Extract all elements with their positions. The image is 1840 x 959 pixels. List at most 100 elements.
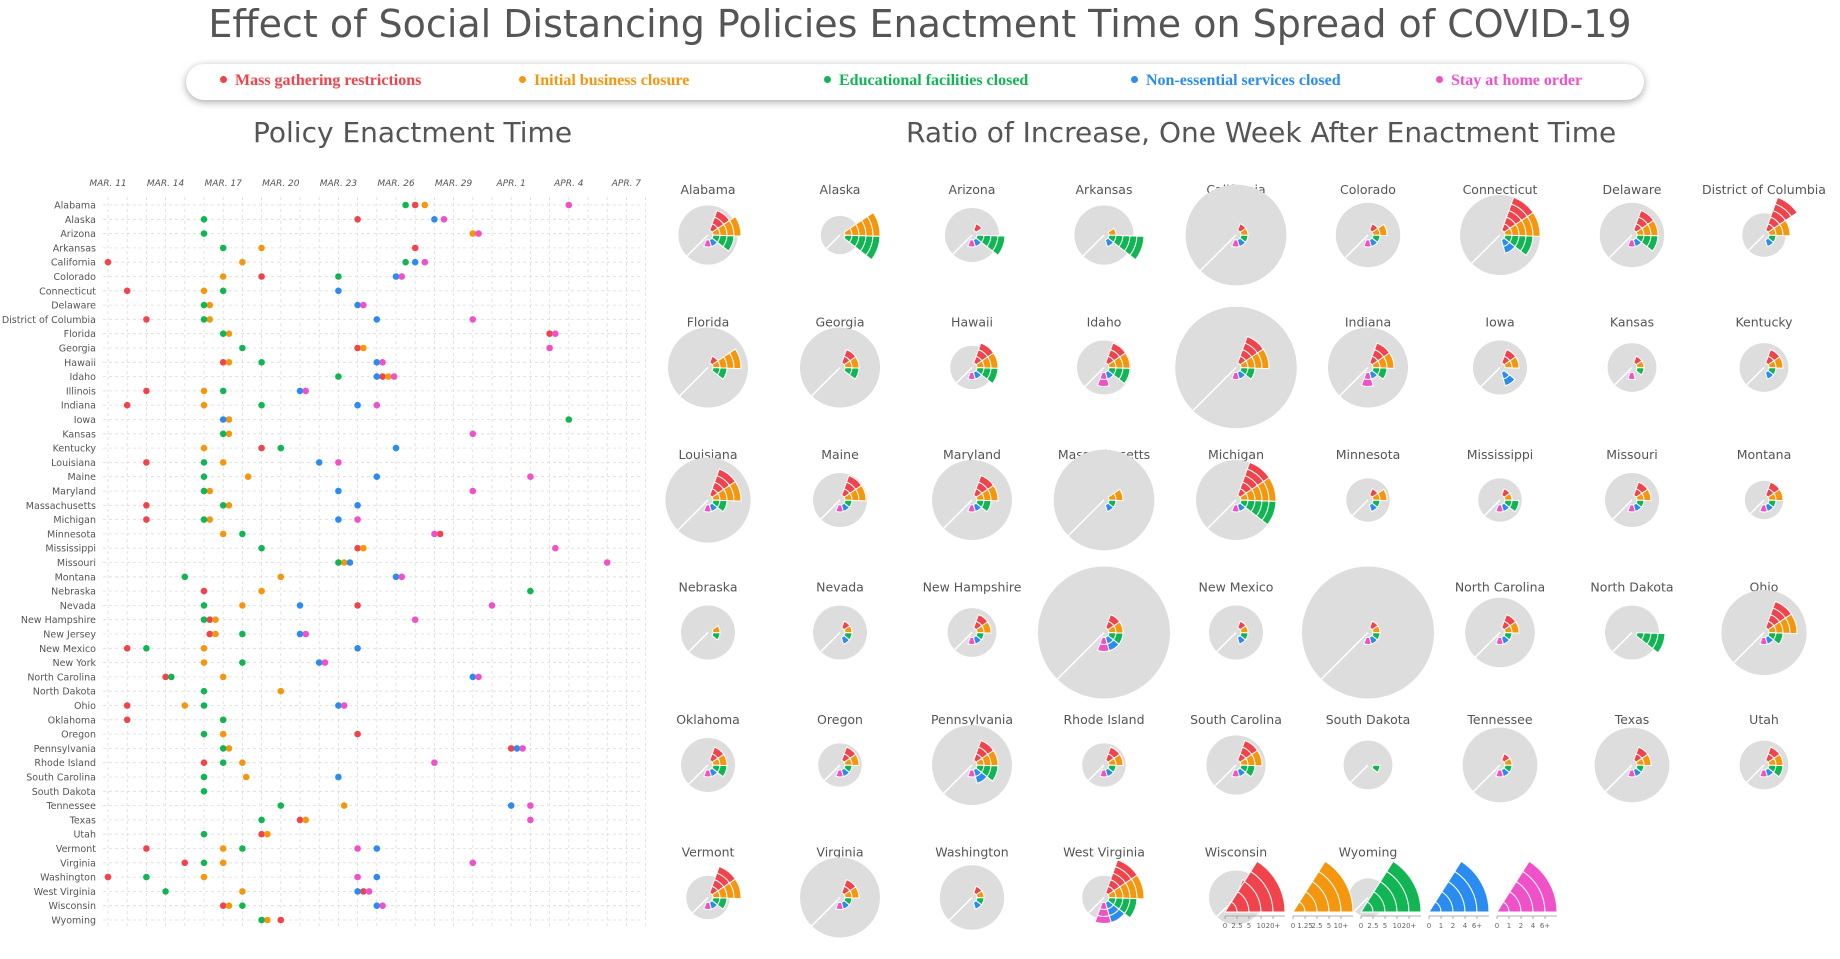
policy-dot[interactable] <box>219 387 227 395</box>
policy-dot[interactable] <box>315 459 323 466</box>
policy-dot[interactable] <box>354 602 361 609</box>
policy-dot[interactable] <box>302 816 310 824</box>
policy-dot[interactable] <box>206 516 214 523</box>
policy-dot[interactable] <box>390 373 398 380</box>
policy-dot[interactable] <box>200 830 208 838</box>
policy-dot[interactable] <box>219 730 227 738</box>
policy-dot[interactable] <box>219 244 227 252</box>
policy-dot[interactable] <box>181 573 189 581</box>
state-radial[interactable]: Oklahoma <box>676 712 740 792</box>
policy-dot[interactable] <box>200 788 208 795</box>
legend-item-educational[interactable]: Educational facilities closed <box>824 72 1028 90</box>
policy-dot[interactable] <box>335 487 342 495</box>
policy-dot[interactable] <box>411 201 419 209</box>
policy-dot[interactable] <box>469 230 477 237</box>
state-radial[interactable]: Arizona <box>945 182 1006 262</box>
policy-dot[interactable] <box>527 816 534 824</box>
policy-dot[interactable] <box>373 845 381 852</box>
policy-dot[interactable] <box>392 444 400 452</box>
policy-dot[interactable] <box>200 773 208 781</box>
state-radial[interactable]: Illinois <box>1175 306 1297 429</box>
policy-dot[interactable] <box>143 316 150 323</box>
policy-dot[interactable] <box>200 602 208 609</box>
policy-dot[interactable] <box>206 487 214 495</box>
legend-item-business-closure[interactable]: Initial business closure <box>519 72 689 90</box>
policy-dot[interactable] <box>212 616 219 623</box>
policy-dot[interactable] <box>546 330 553 337</box>
state-radial[interactable]: Missouri <box>1605 447 1659 527</box>
policy-dot[interactable] <box>239 630 246 638</box>
policy-dot[interactable] <box>402 258 409 266</box>
policy-dot[interactable] <box>162 888 169 895</box>
policy-dot[interactable] <box>225 902 233 909</box>
policy-dot[interactable] <box>200 616 208 623</box>
policy-dot[interactable] <box>277 687 285 695</box>
policy-dot[interactable] <box>398 573 406 581</box>
policy-dot[interactable] <box>123 716 131 724</box>
policy-dot[interactable] <box>527 473 534 481</box>
policy-dot[interactable] <box>219 430 227 438</box>
policy-dot[interactable] <box>431 530 438 538</box>
policy-dot[interactable] <box>411 258 419 266</box>
state-radial[interactable]: Tennessee <box>1462 712 1538 803</box>
policy-dot[interactable] <box>373 316 381 323</box>
policy-dot[interactable] <box>335 287 342 295</box>
policy-dot[interactable] <box>123 702 131 709</box>
state-radial[interactable]: New Mexico <box>1199 580 1274 660</box>
state-radial[interactable]: Kentucky <box>1735 315 1793 392</box>
policy-dot[interactable] <box>200 316 208 323</box>
state-radial[interactable]: North Dakota <box>1590 580 1674 660</box>
state-radial[interactable]: Vermont <box>682 845 742 920</box>
policy-dot[interactable] <box>200 387 208 395</box>
policy-dot[interactable] <box>335 702 342 709</box>
policy-dot[interactable] <box>527 802 534 809</box>
policy-dot[interactable] <box>469 430 477 438</box>
policy-dot[interactable] <box>431 759 438 766</box>
state-radial[interactable]: Nevada <box>813 580 867 660</box>
policy-dot[interactable] <box>379 902 386 909</box>
policy-dot[interactable] <box>258 816 265 824</box>
policy-dot[interactable] <box>335 559 342 566</box>
state-radial[interactable]: Arkansas <box>1074 182 1145 265</box>
state-radial[interactable]: Alaska <box>820 182 881 261</box>
policy-dot[interactable] <box>219 673 227 681</box>
policy-dot[interactable] <box>143 502 150 509</box>
state-radial[interactable]: Connecticut <box>1460 182 1541 275</box>
policy-dot[interactable] <box>302 387 310 395</box>
policy-dot[interactable] <box>200 459 208 466</box>
policy-dot[interactable] <box>354 301 361 309</box>
policy-dot[interactable] <box>219 416 227 423</box>
policy-dot[interactable] <box>200 759 208 766</box>
policy-dot[interactable] <box>225 502 233 509</box>
policy-dot[interactable] <box>546 344 553 352</box>
policy-dot[interactable] <box>219 459 227 466</box>
policy-dot[interactable] <box>219 859 227 867</box>
policy-dot[interactable] <box>200 659 208 666</box>
policy-dot[interactable] <box>219 759 227 766</box>
state-radial[interactable]: Texas <box>1594 712 1670 803</box>
policy-dot[interactable] <box>264 830 271 838</box>
policy-dot[interactable] <box>302 630 310 638</box>
policy-dot[interactable] <box>200 702 208 709</box>
policy-dot[interactable] <box>354 516 361 523</box>
policy-dot[interactable] <box>440 216 448 223</box>
policy-dot[interactable] <box>335 773 342 781</box>
state-radial[interactable]: District of Columbia <box>1702 182 1826 257</box>
state-radial[interactable]: Louisiana <box>665 447 751 543</box>
policy-dot[interactable] <box>360 344 367 352</box>
policy-dot[interactable] <box>475 673 482 681</box>
policy-dot[interactable] <box>200 587 208 595</box>
policy-dot[interactable] <box>168 673 175 681</box>
policy-dot[interactable] <box>200 230 208 237</box>
policy-dot[interactable] <box>206 316 214 323</box>
policy-dot[interactable] <box>379 359 386 366</box>
policy-dot[interactable] <box>373 473 381 481</box>
state-radial[interactable]: Indiana <box>1328 315 1408 408</box>
policy-dot[interactable] <box>239 902 246 909</box>
policy-dot[interactable] <box>335 273 342 280</box>
policy-dot[interactable] <box>296 630 304 638</box>
policy-dot[interactable] <box>225 430 233 438</box>
policy-dot[interactable] <box>335 373 342 380</box>
legend-item-stay-home[interactable]: Stay at home order <box>1436 72 1582 90</box>
policy-dot[interactable] <box>603 559 611 566</box>
